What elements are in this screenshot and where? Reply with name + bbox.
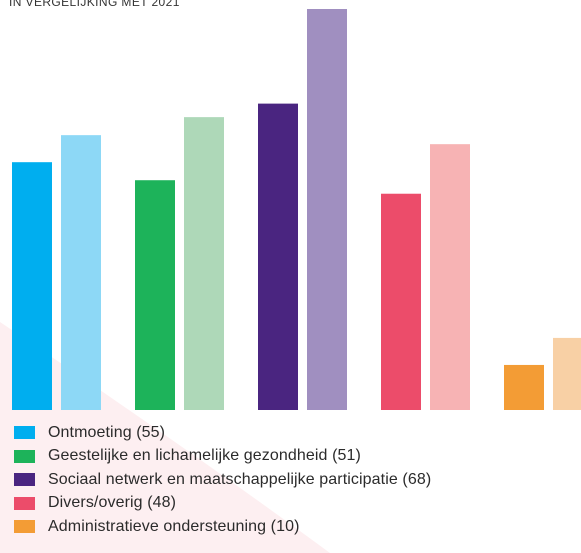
legend-item: Divers/overig (48) [14, 492, 431, 516]
chart-legend: Ontmoeting (55) Geestelijke en lichameli… [14, 421, 431, 539]
legend-label: Divers/overig (48) [48, 494, 177, 512]
legend-swatch [14, 426, 35, 440]
bar-primary-2 [135, 180, 175, 410]
legend-swatch [14, 473, 35, 487]
bar-comparison-3 [307, 9, 347, 410]
bar-primary-3 [258, 103, 298, 410]
bar-primary-5 [504, 364, 544, 410]
bar-primary-4 [381, 193, 421, 410]
bar-comparison-2 [184, 117, 224, 411]
legend-swatch [14, 449, 35, 463]
legend-label: Ontmoeting (55) [48, 423, 166, 441]
legend-item: Geestelijke en lichamelijke gezondheid (… [14, 445, 431, 469]
bar-comparison-4 [430, 144, 470, 411]
legend-item: Ontmoeting (55) [14, 421, 431, 445]
bar-comparison-5 [553, 337, 581, 410]
legend-swatch [14, 520, 35, 534]
bar-primary-1 [12, 162, 52, 410]
legend-label: Sociaal netwerk en maatschappelijke part… [48, 470, 432, 488]
bar-chart [12, 9, 581, 411]
bar-comparison-1 [61, 135, 101, 411]
legend-item: Sociaal netwerk en maatschappelijke part… [14, 468, 431, 492]
legend-label: Geestelijke en lichamelijke gezondheid (… [48, 447, 361, 465]
chart-subtitle: IN VERGELIJKING MET 2021 [9, 0, 180, 9]
legend-label: Administratieve ondersteuning (10) [48, 517, 300, 535]
legend-swatch [14, 496, 35, 510]
legend-item: Administratieve ondersteuning (10) [14, 515, 431, 539]
